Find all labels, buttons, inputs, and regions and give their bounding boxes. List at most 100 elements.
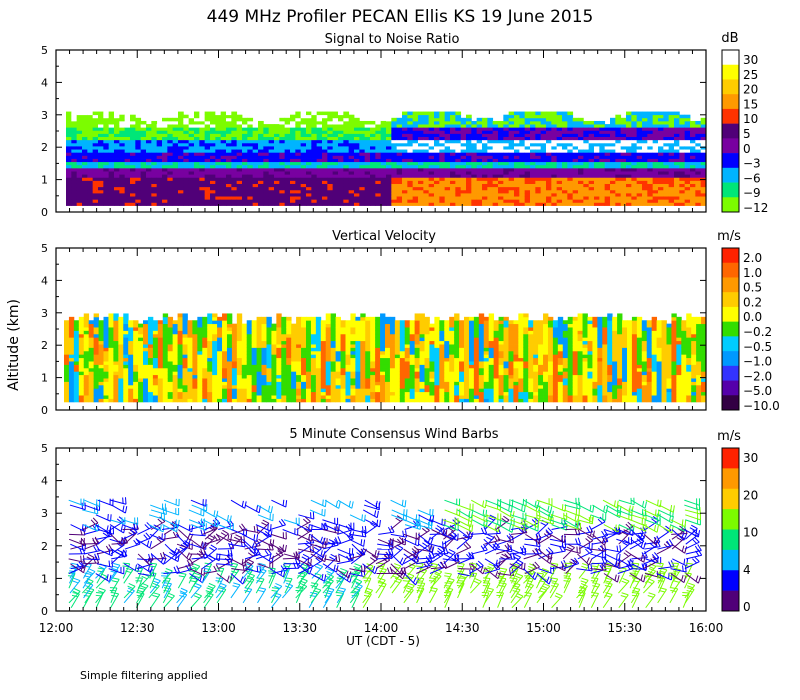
vv-cell <box>207 350 213 355</box>
snr-cell <box>290 199 296 203</box>
snr-cell <box>92 133 99 138</box>
snr-cell <box>412 117 419 122</box>
snr-cell <box>178 111 184 116</box>
snr-cell <box>210 139 216 144</box>
snr-cell <box>631 133 638 138</box>
snr-cell <box>519 177 526 181</box>
snr-cell <box>636 120 643 125</box>
vv-cell <box>281 323 287 328</box>
vv-cell <box>172 337 178 342</box>
snr-cell <box>476 117 483 122</box>
snr-cell <box>396 202 403 206</box>
snr-cell <box>146 174 152 178</box>
snr-cell <box>194 133 200 138</box>
snr-cell <box>460 139 467 144</box>
snr-cell <box>396 127 403 131</box>
snr-cell <box>631 180 638 184</box>
vv-cell <box>246 330 253 335</box>
snr-cell <box>391 183 398 188</box>
snr-cell <box>567 174 574 178</box>
snr-cell <box>119 130 126 134</box>
vv-cell <box>187 361 193 365</box>
vv-cell <box>296 357 302 362</box>
snr-cell <box>263 167 270 172</box>
snr-cell <box>124 133 131 138</box>
snr-cell <box>434 186 440 191</box>
vv-cell <box>217 354 223 359</box>
snr-cell <box>599 192 606 197</box>
snr-cell <box>194 117 200 122</box>
vv-cell <box>108 395 114 399</box>
vv-cell <box>202 354 208 359</box>
snr-cell <box>199 199 206 203</box>
vv-cell <box>330 313 337 318</box>
snr-cell <box>455 192 462 197</box>
snr-cell <box>594 196 600 200</box>
vv-cell <box>73 354 80 359</box>
colorbar-frame <box>721 49 740 213</box>
vv-cell <box>123 367 129 372</box>
snr-cell <box>626 130 632 134</box>
snr-cell <box>626 196 632 200</box>
snr-cell <box>354 167 360 172</box>
snr-cell <box>407 164 414 169</box>
snr-cell <box>220 174 227 178</box>
snr-cell <box>658 164 664 169</box>
snr-cell <box>130 196 136 200</box>
snr-cell <box>444 139 451 144</box>
vv-cell <box>98 323 104 328</box>
snr-cell <box>460 120 467 125</box>
snr-cell <box>306 158 312 163</box>
snr-cell <box>220 186 227 191</box>
snr-cell <box>252 177 259 181</box>
snr-cell <box>306 130 312 134</box>
snr-cell <box>284 120 291 125</box>
snr-cell <box>583 133 590 138</box>
snr-cell <box>375 120 382 125</box>
snr-cell <box>103 120 110 125</box>
snr-cell <box>578 196 584 200</box>
snr-cell <box>492 158 499 163</box>
snr-cell <box>300 171 307 175</box>
snr-cell <box>316 124 323 128</box>
snr-cell <box>268 183 275 188</box>
snr-cell <box>183 127 190 131</box>
vv-cell <box>271 357 277 362</box>
snr-cell <box>690 133 696 138</box>
snr-cell <box>178 196 184 200</box>
snr-cell <box>354 133 360 138</box>
snr-cell <box>188 186 195 191</box>
snr-cell <box>162 192 168 197</box>
snr-cell <box>567 161 574 166</box>
snr-cell <box>631 142 638 147</box>
vv-cell <box>68 337 75 342</box>
snr-cell <box>332 161 339 166</box>
snr-cell <box>583 174 590 178</box>
snr-cell <box>231 152 238 156</box>
snr-cell <box>204 133 211 138</box>
snr-cell <box>434 152 440 156</box>
snr-cell <box>274 183 280 188</box>
snr-cell <box>642 174 648 178</box>
snr-cell <box>588 177 595 181</box>
vv-cell <box>177 371 183 376</box>
snr-cell <box>295 139 302 144</box>
snr-cell <box>295 199 302 203</box>
snr-cell <box>295 136 302 141</box>
snr-cell <box>471 152 478 156</box>
snr-cell <box>540 127 547 131</box>
snr-cell <box>439 158 446 163</box>
snr-cell <box>412 133 419 138</box>
vv-cell <box>261 316 267 321</box>
vv-cell <box>212 374 218 379</box>
snr-cell <box>428 130 435 134</box>
snr-cell <box>130 186 136 191</box>
vv-cell <box>83 316 90 321</box>
vv-cell <box>296 388 302 393</box>
snr-cell <box>482 164 488 169</box>
snr-cell <box>476 130 483 134</box>
snr-cell <box>130 199 136 203</box>
snr-cell <box>188 174 195 178</box>
vv-cell <box>108 378 114 382</box>
snr-cell <box>375 155 382 159</box>
